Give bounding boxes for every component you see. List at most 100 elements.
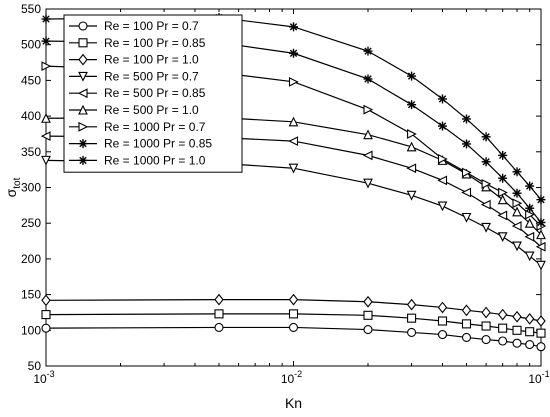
data-point bbox=[512, 338, 522, 348]
data-point bbox=[363, 325, 373, 335]
data-point bbox=[214, 322, 224, 332]
legend-label: Re = 1000 Pr = 0.7 bbox=[104, 120, 206, 134]
x-tick-label-exponent: -3 bbox=[47, 369, 55, 379]
data-point bbox=[41, 36, 51, 46]
y-tick-label: 500 bbox=[21, 38, 41, 52]
legend-label: Re = 100 Pr = 0.7 bbox=[104, 19, 199, 33]
star-stroke bbox=[42, 37, 50, 45]
legend-label: Re = 100 Pr = 0.85 bbox=[104, 36, 206, 50]
legend-marker bbox=[78, 104, 88, 115]
data-point bbox=[406, 298, 417, 311]
data-point bbox=[525, 340, 535, 350]
legend: Re = 100 Pr = 0.7 Re = 100 Pr = 0.85 Re = … bbox=[63, 14, 243, 173]
data-point bbox=[536, 315, 546, 327]
star-stroke bbox=[438, 122, 447, 130]
data-point bbox=[497, 308, 508, 321]
data-point bbox=[481, 222, 491, 233]
data-point bbox=[480, 199, 491, 210]
data-point bbox=[363, 74, 373, 84]
data-point bbox=[498, 336, 508, 346]
legend-label: Re = 1000 Pr = 0.85 bbox=[104, 137, 212, 151]
legend-marker bbox=[78, 38, 88, 48]
data-point bbox=[536, 229, 546, 240]
data-point bbox=[524, 231, 535, 242]
data-point bbox=[536, 328, 546, 338]
x-axis-label: Kn bbox=[285, 395, 302, 411]
legend-item: Re = 500 Pr = 0.85 bbox=[69, 86, 206, 100]
data-point bbox=[461, 167, 472, 178]
star-stroke bbox=[498, 174, 507, 182]
legend-item: Re = 1000 Pr = 0.7 bbox=[69, 120, 206, 134]
data-point bbox=[41, 155, 51, 166]
data-point bbox=[363, 129, 373, 140]
legend-item: Re = 500 Pr = 1.0 bbox=[69, 103, 199, 117]
series-1 bbox=[41, 322, 546, 352]
y-tick-label: 250 bbox=[21, 216, 41, 230]
data-point bbox=[437, 330, 448, 340]
data-point bbox=[461, 114, 471, 124]
y-tick-label: 200 bbox=[21, 252, 41, 266]
legend-item: Re = 100 Pr = 0.7 bbox=[69, 19, 199, 33]
star-stroke bbox=[438, 95, 447, 103]
y-tick-label: 100 bbox=[21, 323, 41, 337]
x-tick-label-base: 10 bbox=[33, 372, 47, 386]
legend-item: Re = 500 Pr = 0.7 bbox=[69, 69, 199, 83]
star-stroke bbox=[79, 156, 87, 165]
star-stroke bbox=[537, 195, 545, 204]
data-point bbox=[536, 195, 546, 205]
legend-label: Re = 1000 Pr = 1.0 bbox=[104, 153, 206, 167]
data-point bbox=[498, 173, 508, 183]
y-tick-label: 450 bbox=[21, 73, 41, 87]
legend-marker bbox=[78, 121, 89, 132]
legend-label: Re = 500 Pr = 0.7 bbox=[104, 69, 199, 83]
data-point bbox=[288, 322, 299, 332]
legend-marker bbox=[78, 139, 88, 149]
data-point bbox=[437, 201, 448, 212]
star-stroke bbox=[407, 100, 416, 109]
y-tick-label: 150 bbox=[21, 288, 41, 302]
data-point bbox=[363, 310, 373, 320]
star-stroke bbox=[42, 15, 50, 23]
x-tick-label-base: 10 bbox=[528, 372, 542, 386]
data-point bbox=[437, 316, 448, 326]
legend-marker bbox=[78, 21, 88, 31]
data-point bbox=[512, 325, 522, 335]
data-point bbox=[288, 309, 299, 319]
data-point bbox=[437, 301, 448, 314]
series-line bbox=[45, 159, 542, 266]
data-point bbox=[497, 210, 508, 221]
data-point bbox=[511, 221, 522, 231]
y-tick-label: 400 bbox=[21, 109, 41, 123]
series-line bbox=[45, 65, 542, 227]
data-point bbox=[406, 190, 417, 201]
series-5 bbox=[40, 131, 546, 252]
data-point bbox=[407, 327, 417, 337]
star-stroke bbox=[289, 49, 298, 57]
legend-label: Re = 500 Pr = 1.0 bbox=[104, 103, 199, 117]
data-point bbox=[289, 48, 298, 58]
data-point bbox=[288, 76, 299, 87]
legend-marker bbox=[78, 155, 88, 165]
data-point bbox=[407, 129, 417, 139]
data-point bbox=[535, 241, 546, 252]
data-point bbox=[512, 206, 522, 217]
data-point bbox=[41, 113, 51, 123]
data-point bbox=[437, 154, 448, 164]
data-point bbox=[536, 342, 546, 352]
data-point bbox=[481, 157, 491, 167]
data-point bbox=[289, 22, 298, 32]
data-point bbox=[497, 232, 508, 242]
data-point bbox=[407, 71, 417, 81]
data-point bbox=[512, 188, 522, 198]
data-point bbox=[524, 312, 535, 325]
data-point bbox=[214, 293, 224, 306]
star-stroke bbox=[525, 204, 534, 212]
data-point bbox=[363, 104, 374, 115]
legend-marker bbox=[78, 53, 88, 66]
star-stroke bbox=[364, 47, 372, 55]
data-point bbox=[524, 217, 535, 228]
star-stroke bbox=[513, 189, 521, 197]
data-point bbox=[498, 187, 508, 198]
star-stroke bbox=[482, 133, 490, 141]
